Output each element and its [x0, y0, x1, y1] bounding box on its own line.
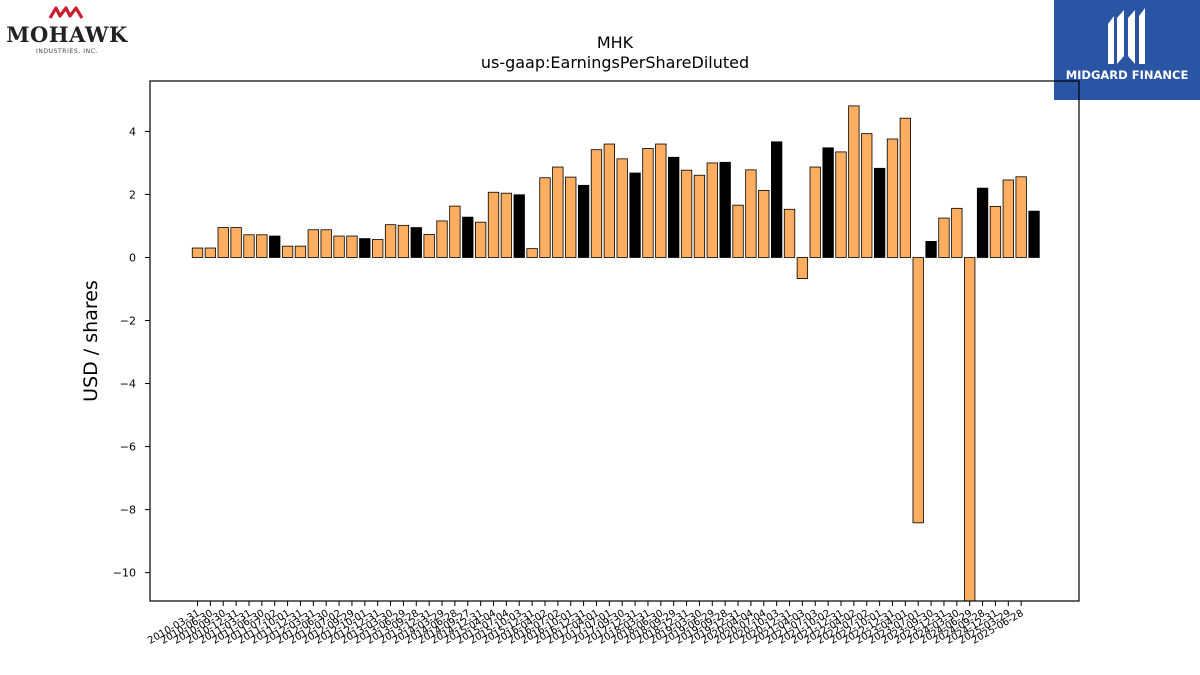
- bar-2015-04-04: [487, 191, 500, 258]
- bar-2012-10-01: [359, 238, 371, 258]
- midgard-emblem-icon: [1108, 8, 1145, 64]
- bar-2012-07-02: [333, 235, 345, 258]
- bar-2011-07-02: [269, 235, 281, 258]
- midgard-logo-name: MIDGARD FINANCE: [1065, 68, 1189, 82]
- bar-2017-12-31: [629, 172, 641, 258]
- bar-2019-06-29: [706, 162, 718, 258]
- bar-2022-10-01: [873, 167, 886, 258]
- bar-undefined: [1028, 210, 1040, 258]
- bar-2024-03-30: [951, 207, 963, 258]
- plot-frame: [149, 80, 1080, 602]
- bar-2024-06-29: [964, 257, 976, 602]
- bar-2021-12-31: [835, 151, 847, 258]
- bar-2017-04-01: [590, 149, 603, 258]
- bar-2025-06-28: [1015, 176, 1027, 258]
- y-tick-label: −6: [120, 441, 136, 454]
- bar-2012-12-31: [372, 239, 384, 258]
- y-tick-label: −10: [113, 567, 136, 580]
- bar-2011-06-30: [256, 234, 268, 258]
- bar-2014-06-28: [449, 205, 461, 258]
- bar-2022-07-02: [861, 133, 873, 258]
- midgard-finance-logo: MIDGARD FINANCE: [1054, 0, 1200, 100]
- bar-2021-04-03: [796, 257, 809, 280]
- bar-2022-04-02: [848, 105, 860, 258]
- bar-2023-09-30: [925, 241, 937, 258]
- bar-2013-12-31: [423, 234, 435, 258]
- bar-2012-03-31: [307, 229, 319, 258]
- bar-2018-12-31: [680, 169, 693, 258]
- bar-2025-03-29: [1002, 179, 1014, 258]
- y-tick-label: 0: [129, 251, 136, 264]
- bar-2023-07-01: [912, 257, 924, 524]
- bar-2018-09-29: [668, 156, 680, 258]
- y-tick-label: 4: [129, 125, 136, 138]
- bar-2010-03-31: [191, 247, 204, 258]
- bar-2017-09-30: [616, 158, 628, 258]
- bar-2011-03-31: [243, 234, 255, 258]
- y-tick-label: −8: [120, 504, 136, 517]
- y-axis: 4 2 0 −2 −4 −6 −8 −10: [113, 125, 150, 580]
- bar-2021-07-03: [809, 166, 821, 258]
- bar-2020-12-31: [783, 208, 796, 258]
- bar-2014-12-31: [474, 221, 487, 258]
- mohawk-logo: MOHAWK INDUSTRIES, INC.: [4, 4, 130, 60]
- bar-2013-03-30: [384, 224, 397, 258]
- y-tick-label: 2: [129, 188, 136, 201]
- bar-2018-06-30: [655, 143, 667, 258]
- y-axis-label: USD / shares: [80, 280, 102, 402]
- bar-2021-10-02: [822, 147, 834, 258]
- bar-2019-12-31: [732, 204, 744, 258]
- bar-2019-03-30: [693, 174, 706, 258]
- bar-2016-04-02: [539, 177, 551, 258]
- bar-2024-09-28: [976, 187, 989, 258]
- chart-title: MHK: [597, 33, 634, 52]
- bar-2023-04-01: [899, 117, 911, 258]
- x-axis: 2010-03-312010-06-302010-09-302010-12-31…: [146, 601, 1026, 647]
- bar-2010-09-30: [217, 227, 229, 258]
- bar-2011-12-31: [294, 245, 307, 258]
- bar-2016-07-02: [552, 166, 564, 258]
- bar-2014-09-27: [462, 216, 474, 258]
- bar-2010-06-30: [204, 247, 217, 258]
- mohawk-logo-name: MOHAWK: [6, 22, 128, 47]
- chart-subtitle: us-gaap:EarningsPerShareDiluted: [481, 53, 749, 72]
- bar-2019-09-28: [719, 161, 731, 258]
- bar-2015-07-04: [500, 192, 513, 258]
- bar-2016-10-01: [565, 176, 577, 258]
- bar-2012-09-29: [346, 235, 358, 258]
- bar-2014-03-29: [436, 220, 448, 258]
- bar-2011-10-01: [281, 245, 294, 258]
- bar-2015-10-03: [513, 194, 525, 258]
- bar-series: [191, 105, 1040, 602]
- bar-2020-10-03: [771, 141, 783, 258]
- bar-2016-12-31: [577, 184, 590, 258]
- bar-2017-07-01: [603, 143, 615, 258]
- bar-2018-03-31: [642, 148, 654, 258]
- bar-2013-09-28: [410, 227, 422, 258]
- bar-2015-12-31: [526, 248, 538, 258]
- bar-2013-06-29: [397, 224, 410, 258]
- y-tick-label: −4: [120, 378, 136, 391]
- bar-2020-07-04: [758, 189, 770, 258]
- bar-2022-12-31: [886, 138, 899, 258]
- y-tick-label: −2: [120, 315, 136, 328]
- mohawk-chevron-icon: [48, 6, 84, 19]
- bar-2023-12-31: [938, 217, 950, 258]
- bar-2024-12-31: [989, 206, 1002, 258]
- bar-2012-06-30: [320, 229, 332, 258]
- bar-2010-12-31: [230, 227, 242, 258]
- bar-2020-04-04: [745, 169, 757, 258]
- mohawk-logo-subtitle: INDUSTRIES, INC.: [35, 48, 99, 55]
